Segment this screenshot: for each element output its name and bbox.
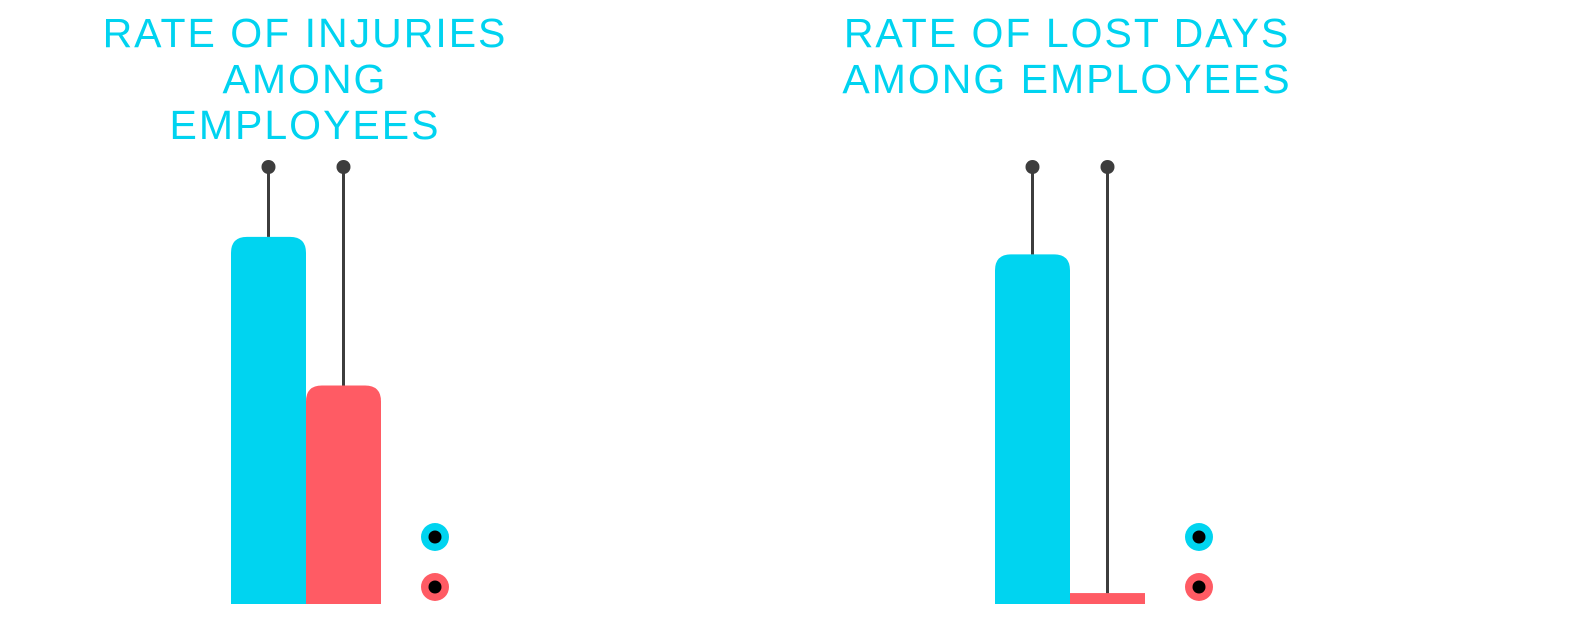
stem-marker (261, 160, 276, 174)
bar (306, 385, 381, 604)
stem-marker (1025, 160, 1040, 174)
chart-title-lost-days: RATE OF LOST DAYS AMONG EMPLOYEES (782, 10, 1352, 102)
title-line: EMPLOYEES (169, 102, 441, 148)
stem-marker (336, 160, 351, 174)
stem-marker (1100, 160, 1115, 174)
chart-injuries (231, 160, 449, 605)
bar (995, 254, 1070, 604)
legend-marker-center (1192, 530, 1206, 544)
legend-marker-center (428, 580, 442, 594)
chart-title-injuries: RATE OF INJURIES AMONG EMPLOYEES (20, 10, 590, 148)
chart-lost-days (995, 160, 1213, 604)
legend-marker-center (428, 530, 442, 544)
bar (1070, 593, 1145, 604)
title-line: AMONG EMPLOYEES (842, 56, 1292, 102)
bar (231, 236, 306, 605)
title-line: RATE OF INJURIES AMONG (102, 10, 508, 102)
legend-marker-center (1192, 580, 1206, 594)
title-line: RATE OF LOST DAYS (843, 10, 1291, 56)
